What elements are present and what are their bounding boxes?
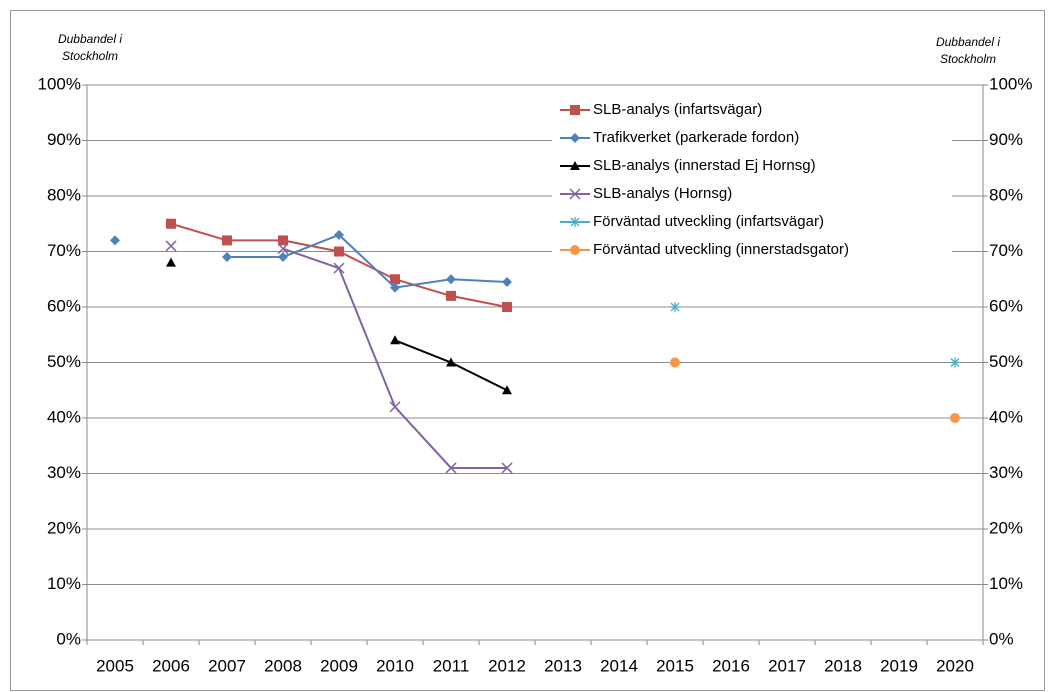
legend-label: Förväntad utveckling (innerstadsgator) [593,241,849,258]
x-tick-label: 2020 [936,656,974,675]
y-tick-label: 60% [47,296,81,315]
marker [502,277,512,288]
y2-tick-label: 80% [989,185,1023,204]
x-tick-label: 2008 [264,656,302,675]
marker [333,262,345,274]
x-tick-label: 2012 [488,656,526,675]
y-axis-title: Dubbandel i [58,32,122,46]
y-axis-title: Stockholm [62,49,118,63]
series-line [227,233,508,289]
marker [334,246,344,257]
marker [950,357,960,368]
legend-marker [570,217,580,227]
marker [390,274,400,285]
y2-tick-label: 10% [989,574,1023,593]
y2-tick-label: 100% [989,74,1032,93]
x-tick-label: 2013 [544,656,582,675]
marker [445,462,457,474]
y-tick-label: 20% [47,518,81,537]
marker [670,357,680,368]
marker [446,357,456,367]
y-tick-label: 0% [56,629,81,648]
x-tick-label: 2014 [600,656,638,675]
y-tick-label: 10% [47,574,81,593]
x-tick-label: 2006 [152,656,190,675]
marker [278,252,288,263]
marker [446,274,456,285]
marker [110,235,120,246]
marker [390,282,400,293]
marker [670,302,680,312]
marker [502,385,512,395]
y2-tick-label: 30% [989,463,1023,482]
y2-tick-label: 0% [989,629,1014,648]
legend-marker [570,105,580,115]
marker [166,218,176,229]
marker [222,252,232,263]
x-tick-label: 2017 [768,656,806,675]
legend-label: Trafikverket (parkerade fordon) [593,129,799,146]
y2-tick-label: 40% [989,407,1023,426]
y2-tick-label: 60% [989,296,1023,315]
x-tick-label: 2015 [656,656,694,675]
legend-label: Förväntad utveckling (infartsvägar) [593,213,824,230]
x-tick-label: 2018 [824,656,862,675]
legend-label: SLB-analys (infartsvägar) [593,101,762,118]
y2-tick-label: 20% [989,518,1023,537]
legend-label: SLB-analys (innerstad Ej Hornsg) [593,157,816,174]
x-tick-label: 2016 [712,656,750,675]
x-tick-label: 2019 [880,656,918,675]
y-tick-label: 70% [47,241,81,260]
marker [502,302,512,312]
y-tick-label: 80% [47,185,81,204]
x-tick-label: 2005 [96,656,134,675]
marker [334,229,344,240]
y2-axis-title: Stockholm [940,52,996,66]
marker [390,335,400,345]
y-tick-label: 90% [47,130,81,149]
x-tick-label: 2009 [320,656,358,675]
y-tick-label: 50% [47,352,81,371]
legend-marker [570,245,580,255]
y2-tick-label: 90% [989,130,1023,149]
marker [277,243,289,255]
marker [278,235,288,246]
marker [501,462,513,474]
y-tick-label: 100% [38,74,81,93]
marker [222,235,232,246]
x-tick-label: 2010 [376,656,414,675]
x-tick-label: 2011 [433,656,470,675]
legend-marker [570,161,580,170]
y2-axis-title: Dubbandel i [936,35,1000,49]
marker [950,413,960,423]
legend-marker [570,133,580,143]
legend-marker [569,188,581,200]
legend-box [552,92,952,270]
marker [389,401,401,413]
legend-label: SLB-analys (Hornsg) [593,185,732,202]
y-tick-label: 40% [47,407,81,426]
marker [446,290,456,301]
x-tick-label: 2007 [208,656,246,675]
y2-tick-label: 70% [989,241,1023,260]
y-tick-label: 30% [47,463,81,482]
marker [165,240,177,252]
y2-tick-label: 50% [989,352,1023,371]
marker [166,257,176,267]
